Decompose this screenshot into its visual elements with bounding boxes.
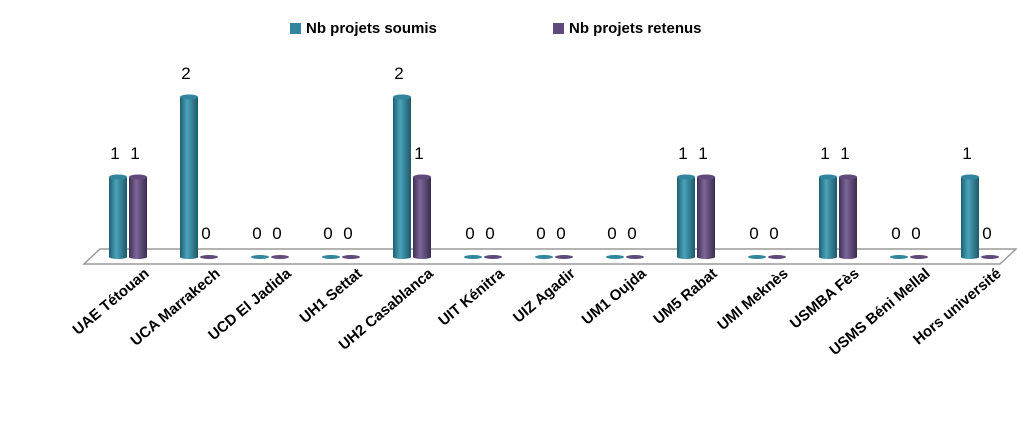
bar bbox=[981, 255, 999, 259]
bar bbox=[555, 255, 573, 259]
data-label: 0 bbox=[749, 224, 758, 243]
bar bbox=[464, 255, 482, 259]
bar-top bbox=[129, 174, 147, 180]
bar bbox=[819, 177, 837, 257]
bar bbox=[910, 255, 928, 259]
legend-swatch bbox=[290, 23, 301, 34]
data-label: 1 bbox=[110, 144, 119, 163]
bar bbox=[961, 177, 979, 257]
data-label: 0 bbox=[536, 224, 545, 243]
bar-top bbox=[393, 94, 411, 100]
bar bbox=[626, 255, 644, 259]
bar bbox=[768, 255, 786, 259]
legend-label: Nb projets retenus bbox=[569, 20, 702, 37]
bar-top bbox=[413, 174, 431, 180]
bar-top bbox=[961, 174, 979, 180]
bar-top bbox=[180, 94, 198, 100]
data-label: 1 bbox=[130, 144, 139, 163]
data-label: 0 bbox=[252, 224, 261, 243]
bar bbox=[535, 255, 553, 259]
bar-bottom bbox=[697, 255, 715, 259]
bar bbox=[322, 255, 340, 259]
bar bbox=[129, 177, 147, 257]
bar bbox=[413, 177, 431, 257]
bar-bottom bbox=[819, 255, 837, 259]
bar-top bbox=[697, 174, 715, 180]
bar bbox=[342, 255, 360, 259]
bar bbox=[200, 255, 218, 259]
bar bbox=[677, 177, 695, 257]
bar-bottom bbox=[180, 255, 198, 259]
x-tick-label: USMBA Fès bbox=[787, 265, 863, 332]
bar bbox=[271, 255, 289, 259]
data-label: 0 bbox=[465, 224, 474, 243]
data-label: 1 bbox=[840, 144, 849, 163]
data-label: 0 bbox=[485, 224, 494, 243]
data-label: 0 bbox=[607, 224, 616, 243]
x-tick-label: UMI Meknès bbox=[714, 265, 791, 334]
x-tick-label: UM5 Rabat bbox=[650, 265, 720, 328]
data-label: 0 bbox=[769, 224, 778, 243]
x-tick-label: UIT Kénitra bbox=[435, 265, 508, 330]
bar-bottom bbox=[393, 255, 411, 259]
bar-bottom bbox=[413, 255, 431, 259]
x-tick-label: UH1 Settat bbox=[297, 265, 366, 327]
legend-swatch bbox=[553, 23, 564, 34]
bar-top bbox=[677, 174, 695, 180]
bar-bottom bbox=[839, 255, 857, 259]
legend-label: Nb projets soumis bbox=[306, 20, 437, 37]
x-tick-label: UM1 Oujda bbox=[579, 265, 650, 329]
bar-bottom bbox=[109, 255, 127, 259]
bar bbox=[180, 97, 198, 257]
data-label: 1 bbox=[414, 144, 423, 163]
data-label: 0 bbox=[911, 224, 920, 243]
data-label: 1 bbox=[962, 144, 971, 163]
data-label: 0 bbox=[982, 224, 991, 243]
bar bbox=[697, 177, 715, 257]
bar bbox=[606, 255, 624, 259]
data-label: 2 bbox=[181, 64, 190, 83]
bar-bottom bbox=[129, 255, 147, 259]
data-label: 0 bbox=[556, 224, 565, 243]
bar bbox=[890, 255, 908, 259]
data-label: 1 bbox=[820, 144, 829, 163]
data-label: 2 bbox=[394, 64, 403, 83]
x-tick-label: UIZ Agadir bbox=[510, 265, 579, 327]
data-label: 0 bbox=[343, 224, 352, 243]
bar-bottom bbox=[961, 255, 979, 259]
data-label: 1 bbox=[678, 144, 687, 163]
bar bbox=[251, 255, 269, 259]
bar-top bbox=[109, 174, 127, 180]
bar-top bbox=[839, 174, 857, 180]
bar bbox=[393, 97, 411, 257]
data-label: 0 bbox=[323, 224, 332, 243]
bar bbox=[484, 255, 502, 259]
bar bbox=[839, 177, 857, 257]
data-label: 0 bbox=[201, 224, 210, 243]
data-label: 0 bbox=[627, 224, 636, 243]
bar-top bbox=[819, 174, 837, 180]
bar bbox=[109, 177, 127, 257]
data-label: 1 bbox=[698, 144, 707, 163]
data-label: 0 bbox=[272, 224, 281, 243]
bar-bottom bbox=[677, 255, 695, 259]
data-label: 0 bbox=[891, 224, 900, 243]
bar bbox=[748, 255, 766, 259]
